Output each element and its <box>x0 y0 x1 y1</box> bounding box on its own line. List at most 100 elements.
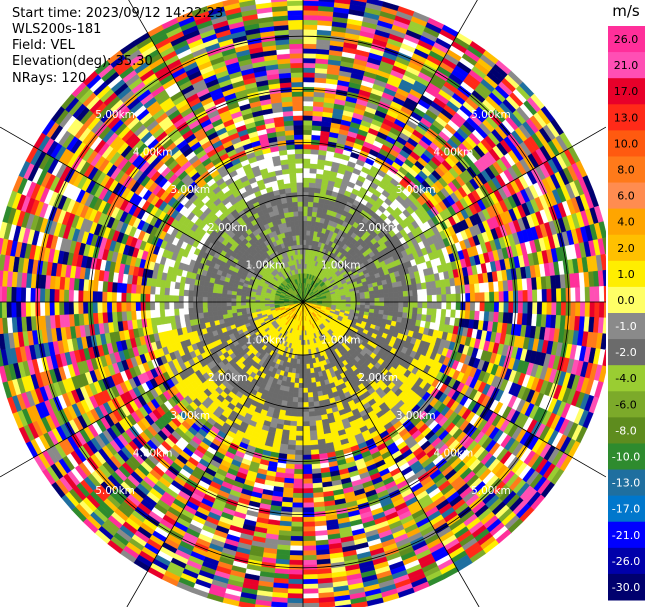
range-gate <box>302 48 317 54</box>
range-gate <box>350 299 356 303</box>
range-gate <box>364 294 371 299</box>
range-gate <box>306 225 312 231</box>
range-gate <box>308 187 316 193</box>
range-gate <box>302 172 310 178</box>
range-gate <box>302 215 308 221</box>
range-gate <box>302 588 319 595</box>
range-gate <box>465 293 471 303</box>
range-gate <box>307 382 313 389</box>
range-gate <box>302 473 313 480</box>
range-gate <box>302 378 308 384</box>
range-gate <box>291 521 304 528</box>
range-gate <box>292 502 304 508</box>
range-gate <box>290 535 304 542</box>
range-gate <box>305 349 309 355</box>
range-gate <box>302 9 319 16</box>
range-gate <box>403 301 409 308</box>
range-gate <box>302 91 315 97</box>
range-gate <box>310 158 319 165</box>
range-gate <box>302 383 308 389</box>
range-gate <box>302 550 317 556</box>
range-gate <box>584 301 591 318</box>
range-gate <box>302 196 309 202</box>
range-gate <box>416 289 423 297</box>
range-gate <box>294 454 304 461</box>
range-gate <box>374 305 380 311</box>
range-gate <box>388 301 395 307</box>
range-gate <box>291 516 304 523</box>
range-gate <box>302 76 315 83</box>
range-gate <box>436 287 442 296</box>
range-gate <box>302 24 318 30</box>
range-gate <box>292 497 304 504</box>
range-gate <box>560 288 567 303</box>
range-gate <box>436 301 442 310</box>
range-gate <box>498 301 505 313</box>
range-gate <box>441 294 447 303</box>
range-gate <box>302 521 315 528</box>
range-gate <box>445 286 452 295</box>
range-gate <box>302 469 313 475</box>
range-gate <box>465 301 471 311</box>
range-gate <box>309 435 318 441</box>
range-gate <box>299 363 304 370</box>
range-gate <box>285 458 295 465</box>
range-gate <box>306 220 312 227</box>
range-gate <box>493 301 500 313</box>
range-gate <box>302 72 316 78</box>
range-gate <box>302 105 314 112</box>
range-gate <box>378 305 385 311</box>
range-gate <box>575 287 581 303</box>
range-gate <box>305 344 309 350</box>
range-gate <box>392 286 399 293</box>
range-gate <box>292 392 299 398</box>
range-gate <box>292 396 299 403</box>
range-gate <box>489 291 495 303</box>
range-gate <box>302 0 319 6</box>
range-gate <box>302 478 313 485</box>
range-gate <box>551 301 557 316</box>
range-gate <box>312 201 319 208</box>
range-gate <box>302 502 314 508</box>
range-gate <box>295 435 304 441</box>
range-gate <box>426 308 433 316</box>
velocity-field <box>0 0 606 607</box>
range-gate <box>403 296 409 303</box>
range-gate <box>309 420 317 427</box>
range-gate <box>287 439 296 446</box>
range-gate <box>308 196 315 203</box>
range-gate <box>296 411 304 418</box>
range-gate <box>302 225 308 231</box>
range-gate <box>293 382 299 389</box>
range-gate <box>305 358 310 365</box>
range-gate <box>302 19 318 26</box>
range-gate <box>294 464 304 470</box>
range-gate <box>302 239 307 245</box>
range-gate <box>310 153 319 160</box>
range-gate <box>536 301 543 315</box>
range-gate <box>412 307 418 315</box>
range-gate <box>522 301 529 314</box>
range-gate <box>286 602 304 607</box>
range-gate <box>302 435 311 441</box>
range-gate <box>345 296 351 300</box>
range-gate <box>402 307 409 314</box>
range-gate <box>285 463 295 470</box>
range-gate <box>464 310 471 320</box>
range-gate <box>289 559 304 566</box>
range-gate <box>313 197 320 203</box>
range-gate <box>364 298 371 303</box>
range-gate <box>307 206 314 212</box>
range-gate <box>302 392 309 398</box>
range-gate <box>302 569 318 575</box>
range-gate <box>297 402 304 408</box>
range-gate <box>302 249 306 255</box>
range-gate <box>302 526 316 532</box>
range-gate <box>532 289 538 303</box>
range-gate <box>302 100 314 107</box>
range-gate <box>290 415 298 422</box>
range-gate <box>302 220 308 226</box>
range-gate <box>579 287 586 303</box>
range-gate <box>302 440 311 446</box>
range-gate <box>412 295 419 303</box>
